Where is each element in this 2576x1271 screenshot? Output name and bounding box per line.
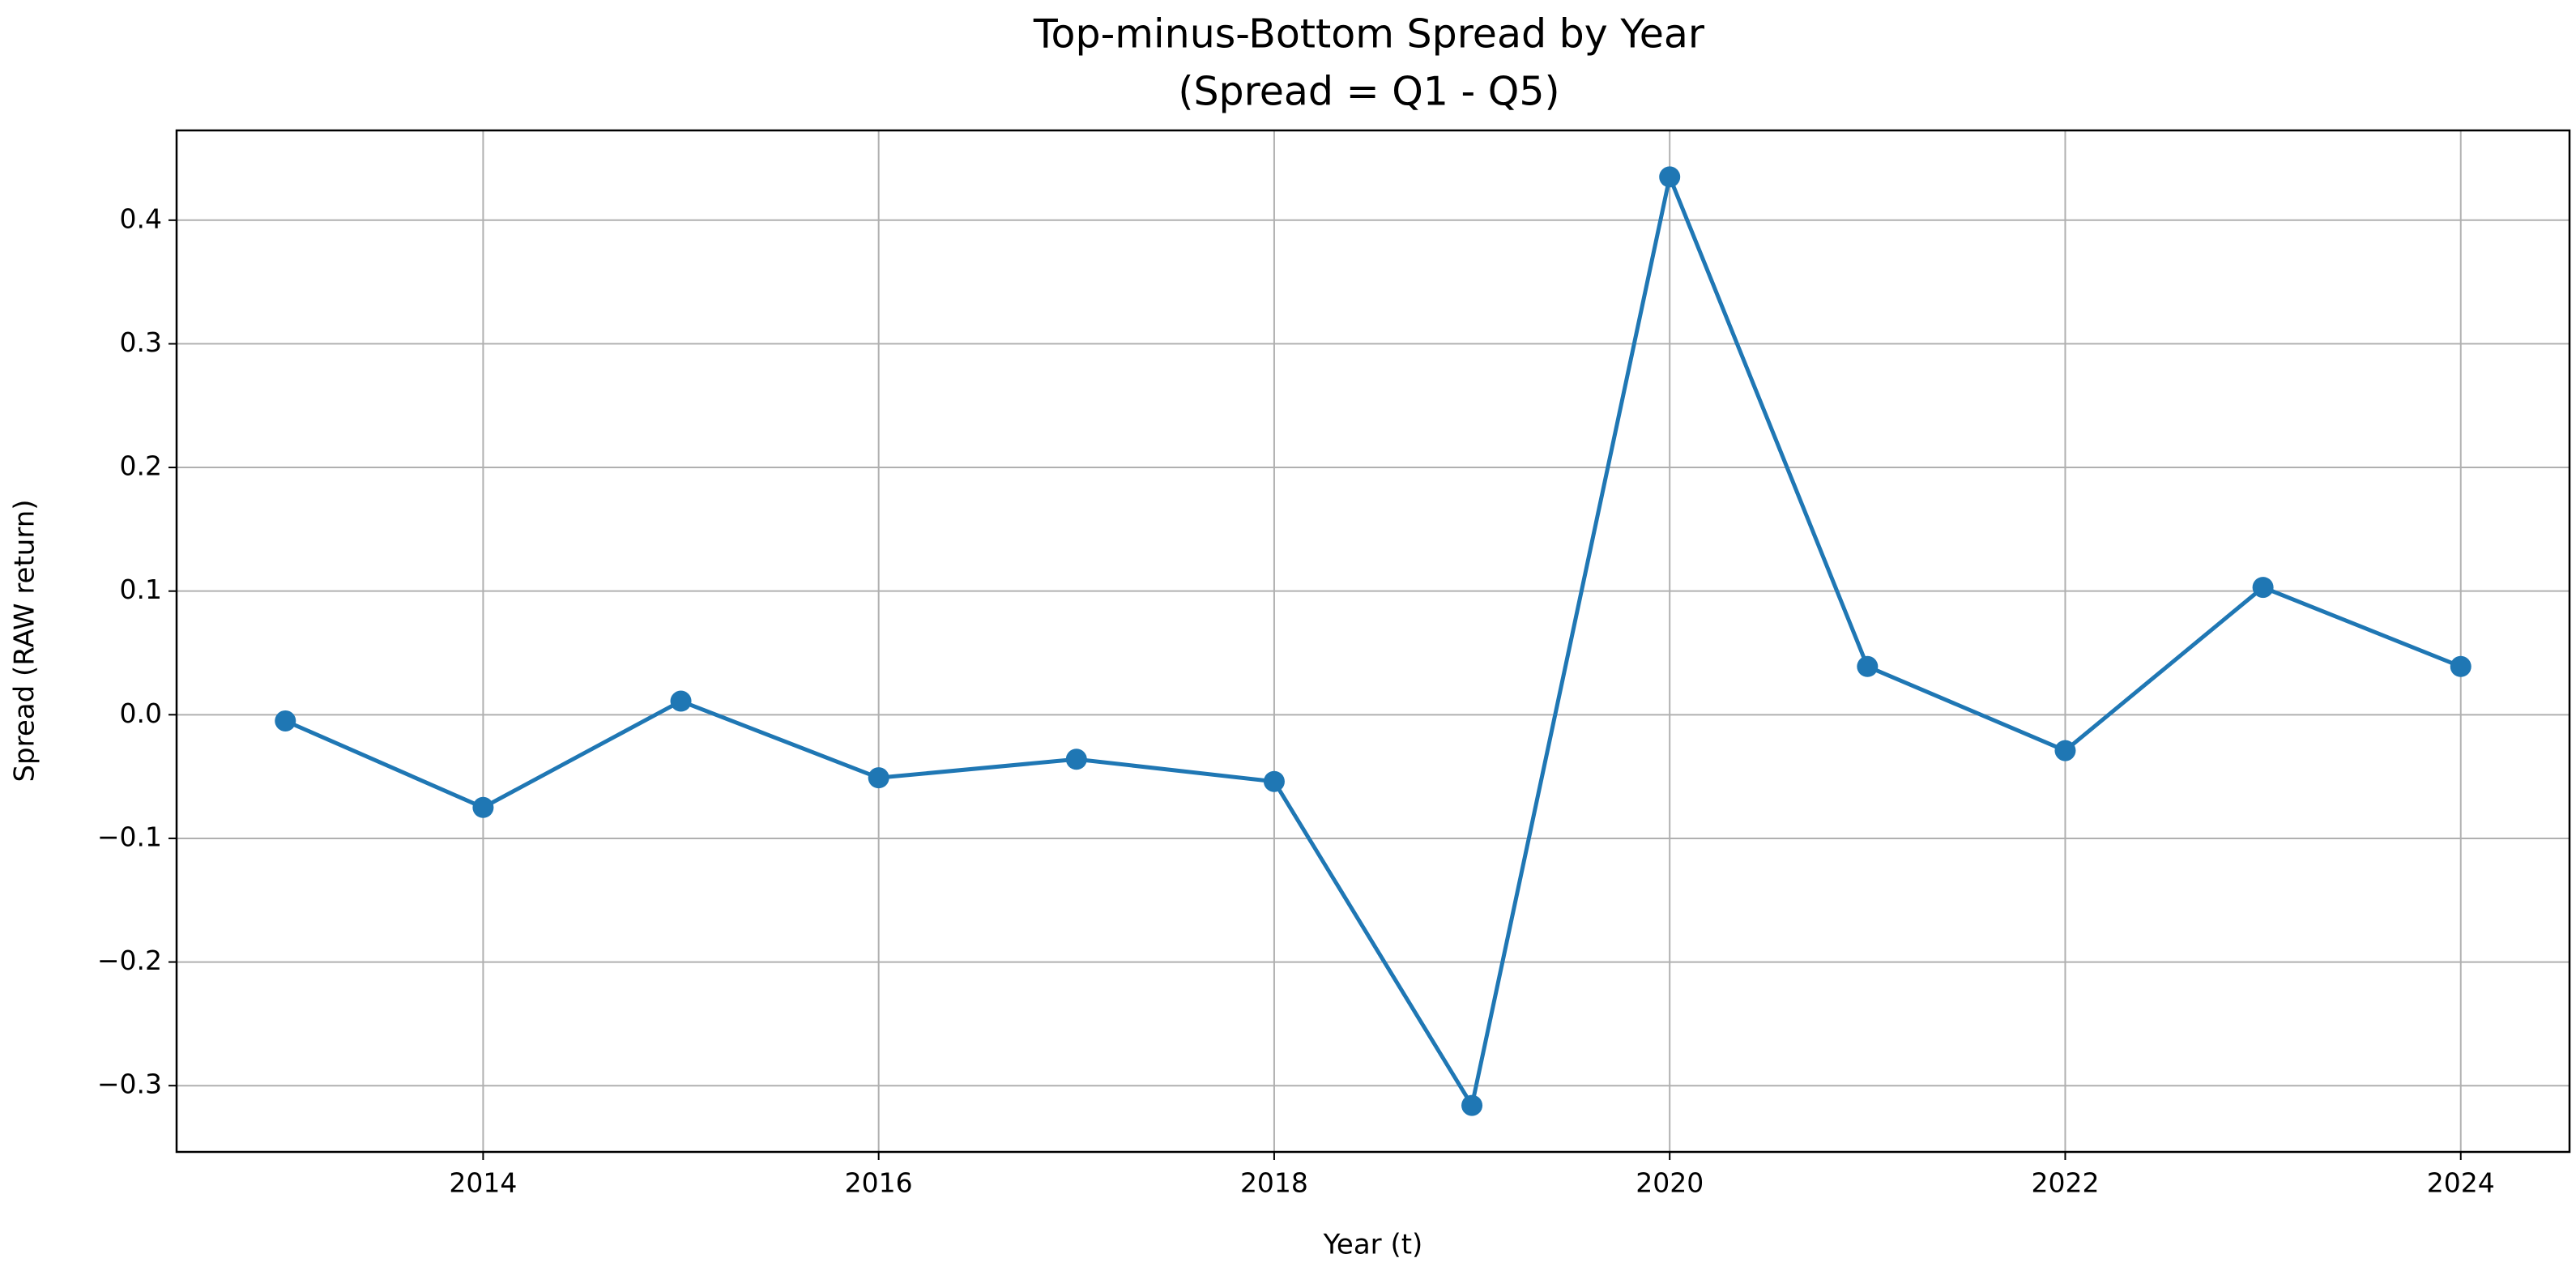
y-tick-label: −0.2 (97, 945, 162, 976)
x-tick-label: 2018 (1240, 1167, 1308, 1199)
x-axis-label: Year (t) (1323, 1229, 1423, 1261)
data-point (1659, 166, 1681, 188)
y-tick-label: −0.1 (97, 821, 162, 852)
y-tick-label: 0.0 (120, 697, 162, 729)
y-tick-label: 0.1 (120, 574, 162, 605)
data-point (472, 796, 494, 818)
data-point (2450, 655, 2472, 677)
chart-title: Top-minus-Bottom Spread by Year (1033, 11, 1705, 58)
data-point (1857, 655, 1879, 677)
y-tick-label: 0.3 (120, 326, 162, 358)
data-point (1461, 1094, 1483, 1116)
data-point (670, 690, 692, 712)
data-point (2252, 577, 2274, 599)
y-tick-label: 0.4 (120, 203, 162, 234)
x-tick-label: 2014 (449, 1167, 517, 1199)
x-tick-label: 2016 (845, 1167, 913, 1199)
data-point (1065, 749, 1087, 770)
data-line (284, 174, 2462, 1108)
y-axis-label: Spread (RAW return) (9, 499, 41, 782)
chart-subtitle: (Spread = Q1 - Q5) (1178, 69, 1559, 115)
y-tick-label: −0.3 (97, 1068, 162, 1100)
x-tick-label: 2020 (1636, 1167, 1704, 1199)
x-tick-label: 2024 (2427, 1167, 2495, 1199)
data-point (275, 710, 296, 731)
y-tick-label: 0.2 (120, 450, 162, 482)
data-point (868, 767, 889, 789)
data-point (2054, 740, 2076, 761)
data-point (1263, 770, 1285, 792)
x-tick-label: 2022 (2031, 1167, 2099, 1199)
plot-frame (175, 129, 2571, 1154)
